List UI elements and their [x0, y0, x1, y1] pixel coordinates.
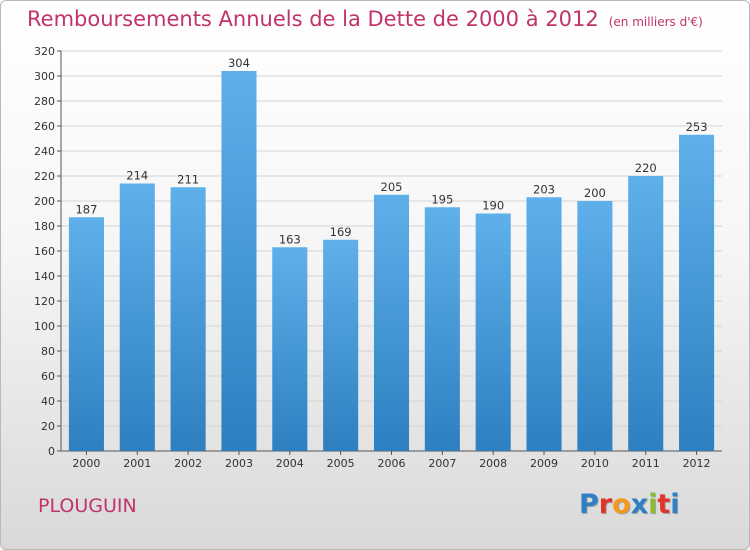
data-label: 187 — [75, 202, 97, 216]
x-tick-label: 2012 — [683, 457, 711, 470]
y-tick-label: 240 — [34, 145, 55, 158]
x-tick-label: 2003 — [225, 457, 253, 470]
bar — [373, 194, 410, 451]
commune-name: PLOUGUIN — [38, 495, 137, 517]
x-tick-label: 2000 — [72, 457, 100, 470]
data-label: 253 — [686, 120, 708, 134]
bar — [170, 187, 206, 451]
data-label: 205 — [381, 180, 403, 194]
labels: 0 20 40 60 80 100 120 140 160 180 200 220 240 260 280 3… — [34, 45, 711, 470]
y-tick-label: 300 — [34, 70, 55, 83]
x-tick-label: 2011 — [632, 457, 660, 470]
bar — [119, 183, 155, 451]
x-tick-label: 2001 — [123, 457, 151, 470]
y-tick-label: 260 — [34, 120, 55, 133]
bar — [272, 247, 308, 451]
x-tick-label: 2004 — [276, 457, 304, 470]
bar — [475, 213, 511, 451]
logo-letter: x — [630, 489, 649, 520]
x-tick-label: 2010 — [581, 457, 609, 470]
y-tick-label: 160 — [34, 245, 55, 258]
data-label: 163 — [279, 232, 301, 246]
bar — [68, 217, 104, 451]
bar — [221, 71, 257, 451]
y-tick-label: 20 — [41, 420, 55, 433]
data-label: 214 — [126, 169, 148, 183]
data-label: 211 — [177, 172, 199, 186]
logo-letter: o — [612, 489, 631, 520]
y-tick-label: 320 — [34, 45, 55, 58]
data-label: 190 — [482, 199, 504, 213]
data-label: 203 — [533, 182, 555, 196]
bar — [679, 134, 715, 451]
chart-title-text: Remboursements Annuels de la Dette de 20… — [27, 7, 599, 31]
x-tick-label: 2007 — [428, 457, 456, 470]
y-tick-label: 280 — [34, 95, 55, 108]
proxiti-logo: Proxiti — [579, 489, 680, 520]
chart-title: Remboursements Annuels de la Dette de 20… — [27, 7, 703, 31]
x-tick-label: 2002 — [174, 457, 202, 470]
y-tick-label: 120 — [34, 295, 55, 308]
y-tick-label: 40 — [41, 395, 55, 408]
bar — [323, 239, 359, 451]
x-tick-label: 2006 — [378, 457, 406, 470]
bar — [577, 201, 613, 451]
data-label: 195 — [431, 192, 453, 206]
x-tick-label: 2008 — [479, 457, 507, 470]
y-tick-label: 60 — [41, 370, 55, 383]
y-tick-label: 140 — [34, 270, 55, 283]
logo-letter: i — [648, 489, 658, 520]
logo-letter: i — [670, 489, 680, 520]
x-tick-label: 2005 — [327, 457, 355, 470]
data-label: 304 — [228, 56, 250, 70]
bar — [628, 176, 664, 451]
data-label: 169 — [330, 225, 352, 239]
y-tick-label: 180 — [34, 220, 55, 233]
logo-letter: t — [657, 489, 671, 520]
y-tick-label: 200 — [34, 195, 55, 208]
y-tick-label: 100 — [34, 320, 55, 333]
x-tick-label: 2009 — [530, 457, 558, 470]
y-tick-label: 220 — [34, 170, 55, 183]
y-tick-label: 0 — [48, 445, 55, 458]
data-label: 220 — [635, 161, 657, 175]
data-label: 200 — [584, 186, 606, 200]
logo-letter: P — [579, 489, 599, 520]
bars — [68, 71, 715, 451]
chart-unit: (en milliers d'€) — [608, 15, 703, 29]
logo-letter: r — [598, 489, 613, 520]
bar — [424, 207, 460, 451]
bar — [526, 197, 562, 451]
y-tick-label: 80 — [41, 345, 55, 358]
